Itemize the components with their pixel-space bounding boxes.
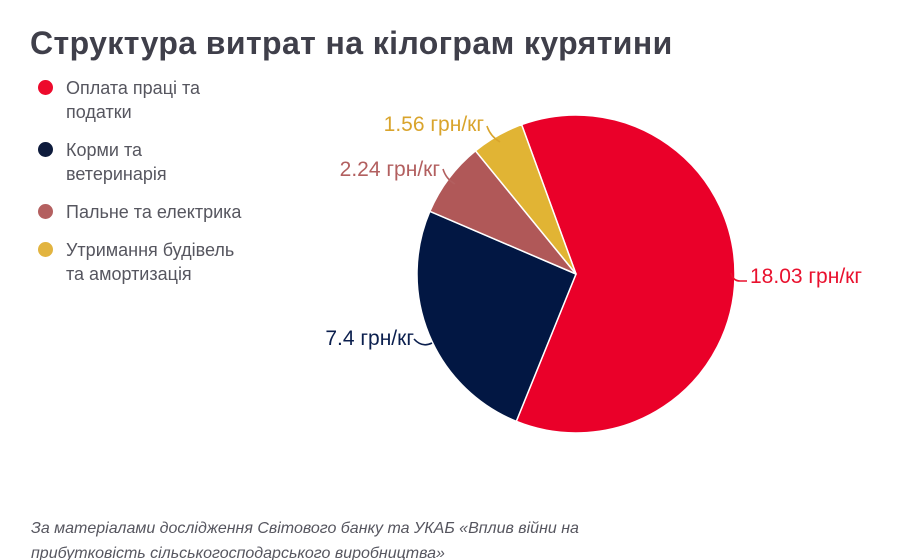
legend-line: Утримання будівель [66,240,235,260]
pie-slices-group [416,114,736,434]
legend-line: Пальне та електрика [66,202,242,222]
legend-label: Корми та ветеринарія [66,138,167,186]
legend-label: Пальне та електрика [66,200,241,224]
slice-label-gold: 1.56 грн/кг [384,113,485,136]
legend-label: Оплата праці та податки [66,76,200,124]
legend-dot-red-icon [38,80,53,95]
legend-line: та амортизація [66,264,192,284]
pie-slice-feed-veterinary [416,210,577,423]
legend-line: Корми та [66,140,142,160]
legend-item-fuel-electricity: Пальне та електрика [38,200,288,224]
leader-line-red [730,272,747,282]
chart-legend: Оплата праці та податки Корми та ветеринар… [38,76,288,286]
slice-label-navy: 7.4 грн/кг [325,327,414,350]
legend-item-labor-taxes: Оплата праці та податки [38,76,288,124]
slice-label-brown: 2.24 грн/кг [340,158,441,181]
slice-label-red: 18.03 грн/кг [750,265,862,288]
pie-slice-buildings-amortization [474,123,577,275]
pie-slice-labor-taxes [515,114,736,434]
legend-line: ветеринарія [66,164,167,184]
leader-line-navy [413,338,433,346]
legend-line: Оплата праці та [66,78,201,98]
leader-line-gold [486,125,501,143]
pie-chart: 1.56 грн/кг 2.24 грн/кг 7.4 грн/кг 18.03… [310,95,875,487]
legend-label: Утримання будівель та амортизація [66,238,234,286]
page-title: Структура витрат на кілограм курятини [30,25,673,62]
legend-item-feed-veterinary: Корми та ветеринарія [38,138,288,186]
source-note: За матеріалами дослідження Світового бан… [31,520,579,560]
legend-dot-navy-icon [38,142,53,157]
legend-dot-brown-icon [38,204,53,219]
legend-line: податки [66,102,132,122]
leader-line-brown [442,168,456,185]
legend-dot-gold-icon [38,242,53,257]
legend-item-buildings-amortization: Утримання будівель та амортизація [38,238,288,286]
